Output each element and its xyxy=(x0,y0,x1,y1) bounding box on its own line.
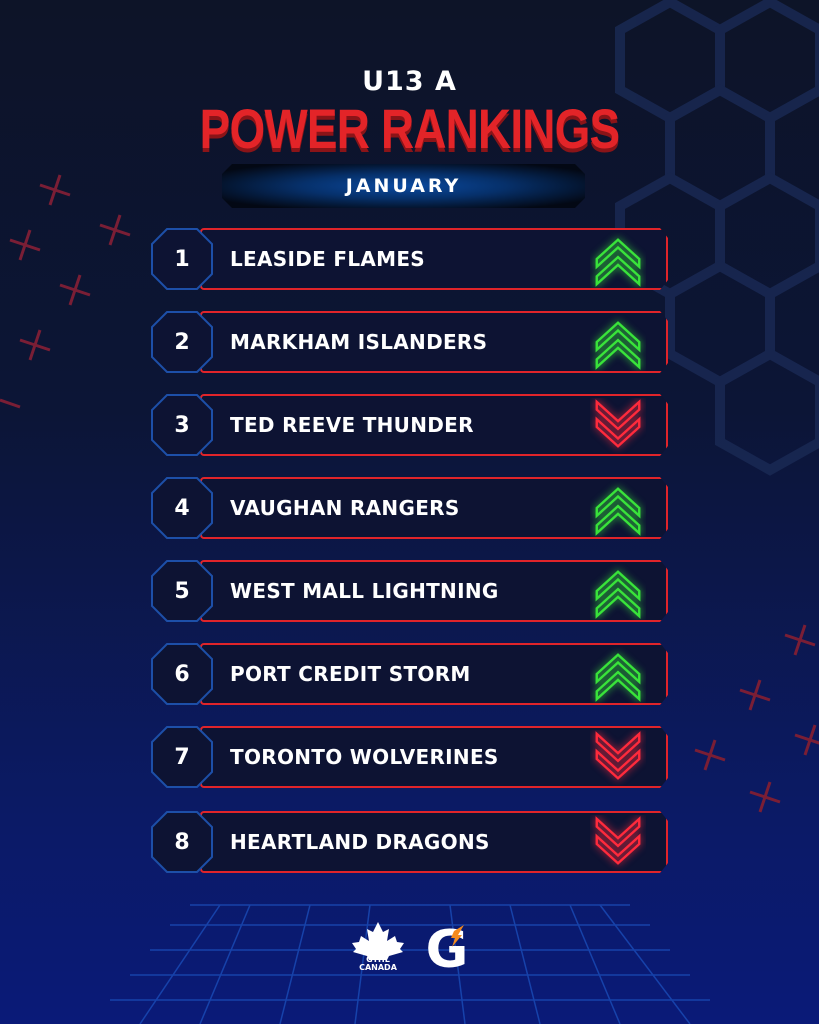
team-bar xyxy=(200,560,668,622)
team-bar xyxy=(200,811,668,873)
svg-text:CANADA: CANADA xyxy=(359,963,398,972)
team-bar xyxy=(200,643,668,705)
rank-badge: 3 xyxy=(151,394,213,456)
rank-number: 1 xyxy=(174,246,190,272)
month-banner: JANUARY xyxy=(222,164,585,208)
ranking-row: 1 LEASIDE FLAMES xyxy=(150,228,670,292)
rank-number: 7 xyxy=(174,744,190,770)
trend-down-icon xyxy=(595,731,641,780)
team-bar xyxy=(200,394,668,456)
sponsor-logos: GTHL CANADA G xyxy=(350,920,470,972)
trend-up-icon xyxy=(595,570,641,619)
page-title: POWER RANKINGS xyxy=(199,97,620,160)
team-name: TORONTO WOLVERINES xyxy=(230,745,499,769)
team-name: MARKHAM ISLANDERS xyxy=(230,330,488,354)
svg-text:G: G xyxy=(426,921,469,971)
team-name: VAUGHAN RANGERS xyxy=(230,496,460,520)
trend-up-icon xyxy=(595,321,641,370)
rank-number: 6 xyxy=(174,661,190,687)
gatorade-logo: G xyxy=(426,921,469,971)
rank-number: 8 xyxy=(174,829,190,855)
rank-number: 3 xyxy=(174,412,190,438)
trend-up-icon xyxy=(595,653,641,702)
svg-text:GTHL: GTHL xyxy=(366,955,390,964)
rank-number: 2 xyxy=(174,329,190,355)
rank-badge: 1 xyxy=(151,228,213,290)
rank-badge: 7 xyxy=(151,726,213,788)
trend-up-icon xyxy=(595,487,641,536)
team-bar xyxy=(200,311,668,373)
trend-down-icon xyxy=(595,816,641,865)
ranking-row: 4 VAUGHAN RANGERS xyxy=(150,477,670,541)
team-bar xyxy=(200,477,668,539)
rank-badge: 4 xyxy=(151,477,213,539)
trend-down-icon xyxy=(595,399,641,448)
gthl-canada-logo: GTHL CANADA xyxy=(352,922,404,972)
ranking-row: 3 TED REEVE THUNDER xyxy=(150,394,670,458)
team-name: LEASIDE FLAMES xyxy=(230,247,426,271)
ranking-row: 7 TORONTO WOLVERINES xyxy=(150,726,670,790)
rank-badge: 8 xyxy=(151,811,213,873)
team-bar xyxy=(200,228,668,290)
team-name: WEST MALL LIGHTNING xyxy=(230,579,499,603)
division-label: U13 A xyxy=(362,66,457,97)
team-name: TED REEVE THUNDER xyxy=(230,413,474,437)
team-bar xyxy=(200,726,668,788)
rank-number: 5 xyxy=(174,578,190,604)
ranking-row: 6 PORT CREDIT STORM xyxy=(150,643,670,707)
trend-up-icon xyxy=(595,238,641,287)
ranking-row: 8 HEARTLAND DRAGONS xyxy=(150,811,670,875)
ranking-row: 5 WEST MALL LIGHTNING xyxy=(150,560,670,624)
rank-badge: 2 xyxy=(151,311,213,373)
ranking-row: 2 MARKHAM ISLANDERS xyxy=(150,311,670,375)
rank-badge: 5 xyxy=(151,560,213,622)
rank-number: 4 xyxy=(174,495,190,521)
team-name: HEARTLAND DRAGONS xyxy=(230,830,490,854)
team-name: PORT CREDIT STORM xyxy=(230,662,471,686)
rank-badge: 6 xyxy=(151,643,213,705)
